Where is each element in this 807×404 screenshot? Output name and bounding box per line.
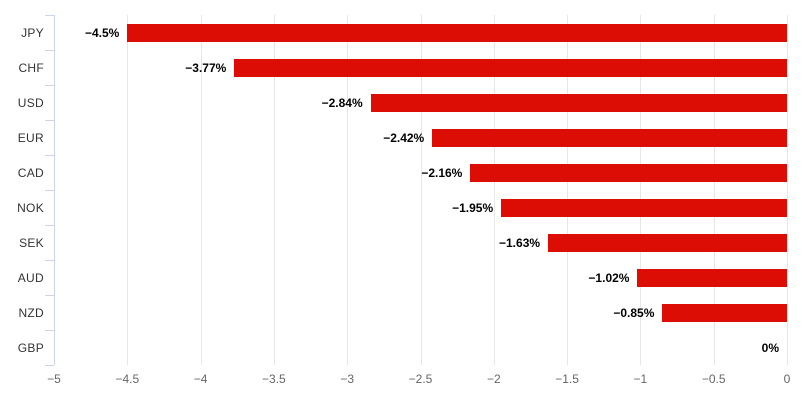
bar-value-label: −2.42% [383,130,425,145]
bar-row: −2.16% [54,155,787,190]
bar-row: −1.02% [54,260,787,295]
y-axis-tick [45,294,54,296]
category-label: AUD [17,270,44,285]
x-axis-tick-label: −3 [340,372,355,386]
x-axis-tick-label: 0 [783,372,791,386]
y-axis-tick [45,329,54,331]
y-axis-tick [45,189,54,191]
bar-row: −2.84% [54,85,787,120]
bar [234,58,787,77]
y-axis-tick [45,154,54,156]
y-axis-line [54,15,55,365]
gridline [640,15,642,365]
bar-value-label: −1.02% [588,270,630,285]
gridline [493,15,495,365]
bar [501,198,787,217]
bar-value-label: −0.85% [613,305,655,320]
bar-row: −0.85% [54,295,787,330]
category-label: SEK [19,235,44,250]
gridline [787,15,788,365]
y-axis-tick [45,224,54,226]
gridline [567,15,569,365]
category-label: NZD [18,305,44,320]
bar-value-label: −1.95% [452,200,494,215]
gridline [127,15,129,365]
bar [548,233,787,252]
gridline [200,15,202,365]
category-label: CHF [18,60,44,75]
x-axis-tick-label: −1.5 [555,372,579,386]
gridline [273,15,275,365]
bar-value-label: −2.84% [321,95,363,110]
y-axis-tick [45,14,54,16]
category-label: NOK [17,200,44,215]
y-axis-tick [45,49,54,51]
x-axis-tick-label: −2.5 [408,372,433,386]
category-label: EUR [17,130,44,145]
bar-value-label: 0% [761,340,779,355]
bar-row: 0% [54,330,787,365]
bar [370,93,787,112]
x-axis-tick-label: −3.5 [262,372,286,386]
bar [470,163,787,182]
plot-area: −4.5% −3.77% −2.84% −2.42% −2.16% −1.95% −1.63… [45,14,788,366]
bar-row: −3.77% [54,50,787,85]
category-label: JPY [21,25,44,40]
x-axis-tick-label: −2 [486,372,501,386]
x-axis-labels: −5 −4.5 −4 −3.5 −3 −2.5 −2 −1.5 −1 −0.5 0 [47,372,790,392]
x-axis-tick-label: −5 [47,372,61,386]
bar-value-label: −1.63% [499,235,541,250]
y-axis-tick [45,84,54,86]
category-label: GBP [17,340,44,355]
bar [432,128,787,147]
y-axis-tick [45,364,54,366]
bar [127,23,787,42]
bar-row: −2.42% [54,120,787,155]
y-axis-tick [45,119,54,121]
x-axis-tick-label: −4 [193,372,208,386]
gridline [713,15,715,365]
bar-value-label: −3.77% [185,60,227,75]
y-axis-tick [45,259,54,261]
category-labels: JPY CHF USD EUR CAD NOK SEK AUD NZD GBP [0,15,44,365]
bar-row: −1.95% [54,190,787,225]
bar-row: −1.63% [54,225,787,260]
x-axis-tick-label: −1 [633,372,648,386]
category-label: CAD [17,165,44,180]
x-axis-tick-label: −0.5 [701,372,726,386]
bar [662,303,787,322]
bar-value-label: −2.16% [421,165,463,180]
x-axis-tick-label: −4.5 [115,372,140,386]
bar-row: −4.5% [54,15,787,50]
gridline [347,15,349,365]
bar [637,268,787,287]
gridline [420,15,422,365]
bar-value-label: −4.5% [84,25,120,40]
category-label: USD [17,95,44,110]
